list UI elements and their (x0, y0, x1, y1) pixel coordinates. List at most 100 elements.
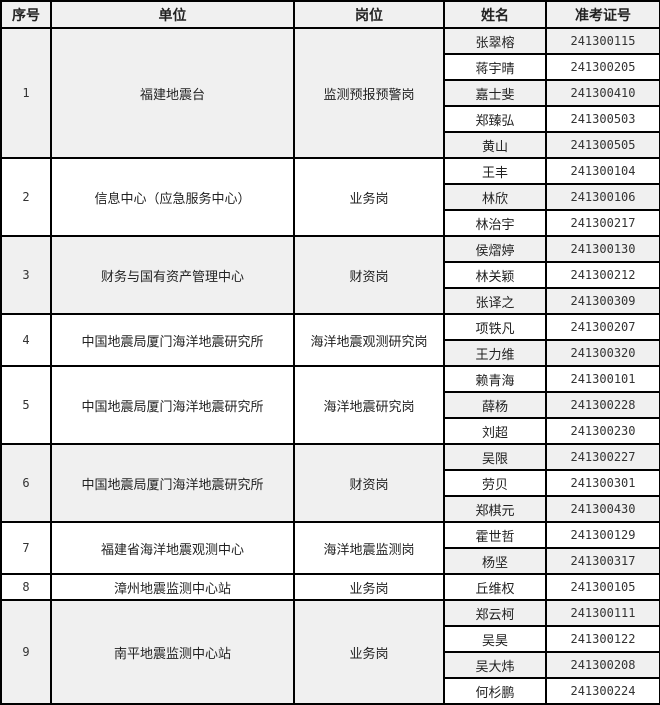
exam-id: 241300207 (545, 313, 660, 341)
table-row: 张译之 241300309 (1, 287, 660, 315)
table-row: 林欣 241300106 (1, 183, 660, 211)
table-row: 杨坚 241300317 (1, 547, 660, 575)
candidate-name: 项铁凡 (443, 313, 547, 341)
header-post: 岗位 (293, 0, 445, 29)
candidate-name: 吴大炜 (443, 651, 547, 679)
group-post: 监测预报预警岗 (293, 27, 445, 159)
table-row: 9 南平地震监测中心站 业务岗 郑云柯 241300111 (0, 599, 660, 705)
table-row: 王力维 241300320 (1, 339, 660, 367)
group-post: 业务岗 (293, 157, 445, 237)
candidate-name: 劳贝 (443, 469, 547, 497)
candidate-name: 蒋宇晴 (443, 53, 547, 81)
candidate-name: 吴昊 (443, 625, 547, 653)
exam-id: 241300228 (545, 391, 660, 419)
group-post: 业务岗 (293, 599, 445, 705)
exam-id: 241300227 (545, 443, 660, 471)
group-unit: 福建地震台 (50, 27, 295, 159)
group-unit: 南平地震监测中心站 (50, 599, 295, 705)
table-row: 嘉士斐 241300410 (1, 79, 660, 107)
table-row: 3 财务与国有资产管理中心 财资岗 侯熠婷 241300130 (0, 235, 660, 315)
table-row: 6 中国地震局厦门海洋地震研究所 财资岗 吴限 241300227 (0, 443, 660, 523)
group-unit: 中国地震局厦门海洋地震研究所 (50, 313, 295, 367)
group-unit: 漳州地震监测中心站 (50, 573, 295, 601)
exam-id: 241300122 (545, 625, 660, 653)
group-unit: 信息中心（应急服务中心） (50, 157, 295, 237)
candidate-name: 嘉士斐 (443, 79, 547, 107)
header-no: 序号 (0, 0, 52, 29)
exam-id: 241300505 (545, 131, 660, 159)
exam-id: 241300230 (545, 417, 660, 445)
group-unit: 福建省海洋地震观测中心 (50, 521, 295, 575)
group-unit: 中国地震局厦门海洋地震研究所 (50, 365, 295, 445)
candidate-name: 刘超 (443, 417, 547, 445)
group-no: 3 (0, 235, 52, 315)
candidate-name: 林关颖 (443, 261, 547, 289)
exam-id: 241300224 (545, 677, 660, 705)
header-name: 姓名 (443, 0, 547, 29)
table-row: 7 福建省海洋地震观测中心 海洋地震监测岗 霍世哲 241300129 (0, 521, 660, 575)
exam-id: 241300212 (545, 261, 660, 289)
group-no: 2 (0, 157, 52, 237)
group-no: 6 (0, 443, 52, 523)
candidate-name: 郑棋元 (443, 495, 547, 523)
exam-id: 241300430 (545, 495, 660, 523)
group-post: 财资岗 (293, 443, 445, 523)
exam-id: 241300111 (545, 599, 660, 627)
table-row: 吴大炜 241300208 (1, 651, 660, 679)
table-row: 1 福建地震台 监测预报预警岗 张翠榕 241300115 (0, 27, 660, 159)
exam-id: 241300503 (545, 105, 660, 133)
candidate-name: 黄山 (443, 131, 547, 159)
group-unit: 中国地震局厦门海洋地震研究所 (50, 443, 295, 523)
table-row: 薛杨 241300228 (1, 391, 660, 419)
candidate-name: 王丰 (443, 157, 547, 185)
candidate-name: 侯熠婷 (443, 235, 547, 263)
exam-id: 241300105 (545, 573, 660, 601)
exam-id: 241300309 (545, 287, 660, 315)
exam-id: 241300320 (545, 339, 660, 367)
table-row: 郑臻弘 241300503 (1, 105, 660, 133)
candidate-name: 张翠榕 (443, 27, 547, 55)
table-row: 8 漳州地震监测中心站 业务岗 丘维权 241300105 (0, 573, 660, 601)
exam-id: 241300104 (545, 157, 660, 185)
exam-id: 241300106 (545, 183, 660, 211)
group-no: 7 (0, 521, 52, 575)
candidate-name: 郑云柯 (443, 599, 547, 627)
table-row: 郑棋元 241300430 (1, 495, 660, 523)
group-post: 海洋地震观测研究岗 (293, 313, 445, 367)
group-no: 1 (0, 27, 52, 159)
group-no: 4 (0, 313, 52, 367)
group-no: 5 (0, 365, 52, 445)
group-post: 业务岗 (293, 573, 445, 601)
exam-id: 241300205 (545, 53, 660, 81)
group-no: 8 (0, 573, 52, 601)
candidate-name: 林欣 (443, 183, 547, 211)
group-post: 海洋地震研究岗 (293, 365, 445, 445)
exam-id: 241300130 (545, 235, 660, 263)
table-row: 林关颖 241300212 (1, 261, 660, 289)
candidate-name: 薛杨 (443, 391, 547, 419)
candidate-name: 丘维权 (443, 573, 547, 601)
group-post: 海洋地震监测岗 (293, 521, 445, 575)
exam-id: 241300129 (545, 521, 660, 549)
exam-id: 241300208 (545, 651, 660, 679)
header-exam-id: 准考证号 (545, 0, 660, 29)
group-unit: 财务与国有资产管理中心 (50, 235, 295, 315)
candidate-name: 赖青海 (443, 365, 547, 393)
table-row: 黄山 241300505 (1, 131, 660, 159)
table-row: 4 中国地震局厦门海洋地震研究所 海洋地震观测研究岗 项铁凡 241300207 (0, 313, 660, 367)
table-row: 劳贝 241300301 (1, 469, 660, 497)
exam-id: 241300317 (545, 547, 660, 575)
table-row: 林治宇 241300217 (1, 209, 660, 237)
candidate-name: 霍世哲 (443, 521, 547, 549)
header-row: 序号 单位 岗位 姓名 准考证号 (0, 0, 660, 29)
exam-id: 241300115 (545, 27, 660, 55)
candidate-name: 杨坚 (443, 547, 547, 575)
exam-id: 241300101 (545, 365, 660, 393)
candidate-name: 张译之 (443, 287, 547, 315)
table-row: 2 信息中心（应急服务中心） 业务岗 王丰 241300104 (0, 157, 660, 237)
candidate-name: 郑臻弘 (443, 105, 547, 133)
exam-id: 241300410 (545, 79, 660, 107)
exam-id: 241300217 (545, 209, 660, 237)
candidate-name: 林治宇 (443, 209, 547, 237)
